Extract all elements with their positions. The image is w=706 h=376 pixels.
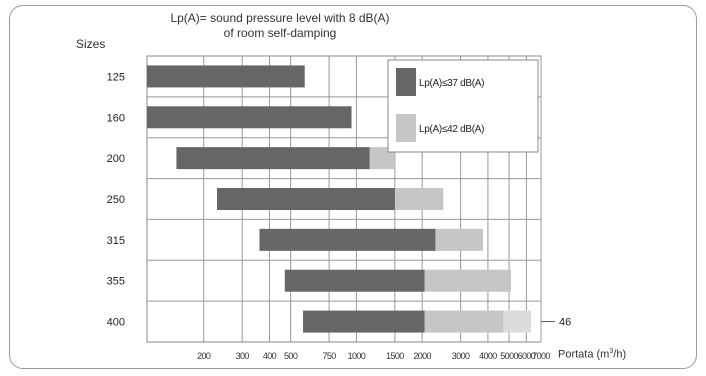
category-label: 355 bbox=[107, 276, 125, 288]
annotation-text: 46 bbox=[559, 317, 571, 329]
category-label: 160 bbox=[107, 112, 125, 124]
bar-lp42 bbox=[394, 188, 444, 210]
category-label: 125 bbox=[107, 71, 125, 83]
x-tick-label: 300 bbox=[236, 351, 250, 361]
bar-lp37 bbox=[147, 106, 352, 129]
category-label: 400 bbox=[107, 317, 125, 329]
bar-lp37 bbox=[176, 147, 370, 170]
bar-lp37 bbox=[259, 228, 436, 251]
legend-label: Lp(A)≤37 dB(A) bbox=[419, 78, 484, 89]
x-tick-label: 4000 bbox=[479, 351, 497, 361]
x-tick-label: 1000 bbox=[348, 351, 366, 361]
category-label: 200 bbox=[107, 153, 125, 165]
bar-extra-segment bbox=[503, 310, 532, 333]
bar-lp37 bbox=[147, 65, 305, 88]
x-tick-label: 6000 bbox=[518, 351, 536, 361]
y-axis-label: Sizes bbox=[76, 37, 106, 51]
bar-lp37 bbox=[284, 269, 425, 292]
bar-lp37 bbox=[303, 310, 425, 333]
chart-title-line-2: of room self-damping bbox=[223, 26, 337, 40]
x-tick-label: 500 bbox=[284, 351, 298, 361]
x-tick-label: 750 bbox=[322, 351, 336, 361]
bar-lp42 bbox=[369, 147, 395, 170]
bar-lp42 bbox=[435, 228, 484, 251]
category-label: 250 bbox=[107, 194, 125, 206]
bar-lp42 bbox=[424, 269, 511, 292]
legend-swatch bbox=[396, 114, 416, 142]
x-tick-label: 5000 bbox=[500, 351, 518, 361]
chart-title-line-1: Lp(A)= sound pressure level with 8 dB(A) bbox=[170, 11, 390, 25]
x-tick-label: 1500 bbox=[386, 351, 404, 361]
x-tick-label: 200 bbox=[197, 351, 211, 361]
x-axis-label: Portata (m3/h) bbox=[558, 348, 627, 361]
bar-lp37 bbox=[216, 188, 395, 210]
x-tick-label: 3000 bbox=[452, 351, 470, 361]
x-tick-label: 400 bbox=[263, 351, 277, 361]
legend-label: Lp(A)≤42 dB(A) bbox=[419, 124, 484, 135]
legend-swatch bbox=[396, 68, 416, 96]
x-tick-label: 7000 bbox=[532, 351, 550, 361]
category-label: 315 bbox=[107, 235, 125, 247]
chart-frame bbox=[9, 5, 697, 369]
x-tick-label: 2000 bbox=[413, 351, 431, 361]
